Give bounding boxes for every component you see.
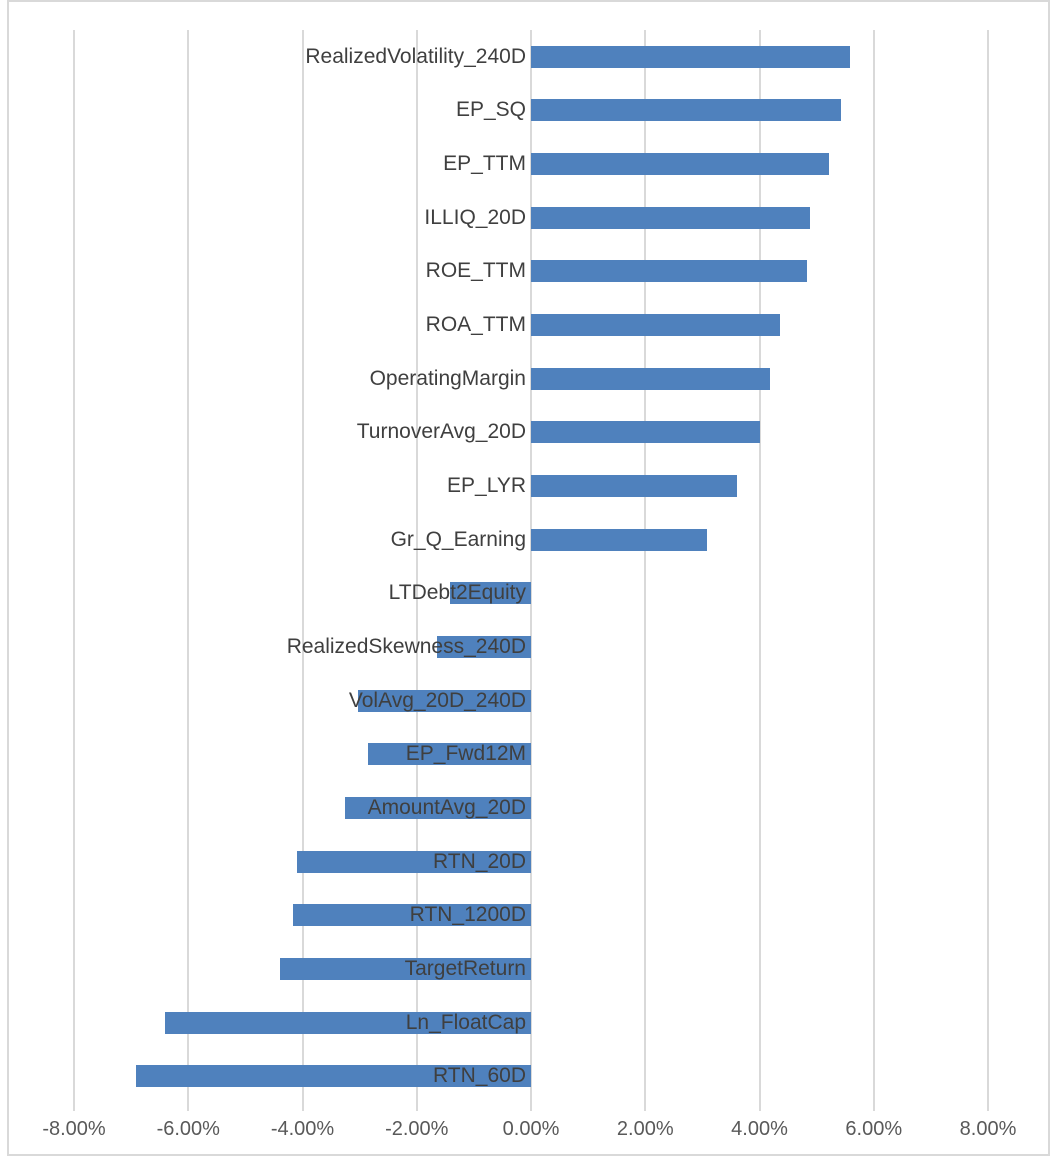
bar-Ln_FloatCap — [165, 1011, 531, 1034]
x-axis-tick-label: 0.00% — [502, 1118, 560, 1140]
axis-tick — [758, 1103, 761, 1111]
category-label-RealizedVolatility_240D: RealizedVolatility_240D — [305, 44, 526, 68]
axis-tick — [872, 1103, 875, 1111]
bar-ROA_TTM — [531, 314, 781, 337]
bar-EP_Fwd12M — [367, 743, 531, 766]
category-label-RTN_1200D: RTN_1200D — [409, 903, 526, 927]
bar-EP_LYR — [531, 475, 737, 498]
category-label-ILLIQ_20D: ILLIQ_20D — [424, 205, 526, 229]
bar-EP_TTM — [531, 153, 830, 176]
axis-tick — [73, 1103, 75, 1111]
bar-Gr_Q_Earning — [531, 528, 707, 551]
category-label-TargetReturn: TargetReturn — [404, 956, 526, 980]
gridline — [758, 30, 761, 1103]
category-label-LTDebt2Equity: LTDebt2Equity — [388, 581, 526, 605]
gridline — [530, 30, 532, 1103]
axis-tick — [530, 1103, 532, 1111]
category-label-RTN_20D: RTN_20D — [433, 849, 526, 873]
gridline — [872, 30, 875, 1103]
category-label-EP_TTM: EP_TTM — [443, 152, 526, 176]
x-axis-tick-label: -6.00% — [156, 1118, 220, 1140]
bar-LTDebt2Equity — [449, 582, 531, 605]
gridline — [415, 30, 418, 1103]
bar-RTN_60D — [135, 1065, 531, 1088]
category-label-RealizedSkewness_240D: RealizedSkewness_240D — [286, 634, 526, 658]
gridline — [987, 30, 989, 1103]
x-axis-tick-label: 8.00% — [959, 1118, 1017, 1140]
axis-tick — [644, 1103, 647, 1111]
x-axis-tick-label: -4.00% — [270, 1118, 335, 1140]
gridline — [187, 30, 190, 1103]
bar-TargetReturn — [280, 957, 531, 980]
category-label-OperatingMargin: OperatingMargin — [369, 366, 526, 390]
axis-tick — [987, 1103, 989, 1111]
bar-OperatingMargin — [531, 367, 771, 390]
axis-tick — [187, 1103, 190, 1111]
category-label-ROA_TTM: ROA_TTM — [425, 313, 526, 337]
x-axis-tick-label: 6.00% — [845, 1118, 903, 1140]
gridline — [73, 30, 75, 1103]
x-axis-tick-label: -2.00% — [385, 1118, 449, 1140]
category-label-ROE_TTM: ROE_TTM — [425, 259, 526, 283]
bar-EP_SQ — [531, 99, 841, 122]
axis-tick — [301, 1103, 304, 1111]
bar-VolAvg_20D_240D — [358, 689, 531, 712]
bar-RealizedSkewness_240D — [436, 635, 531, 658]
category-label-AmountAvg_20D: AmountAvg_20D — [367, 795, 526, 819]
gridline — [644, 30, 647, 1103]
bar-RTN_20D — [296, 850, 531, 873]
category-label-Gr_Q_Earning: Gr_Q_Earning — [390, 527, 526, 551]
bar-TurnoverAvg_20D — [531, 421, 760, 444]
bar-RealizedVolatility_240D — [531, 45, 850, 68]
axis-tick — [415, 1103, 418, 1111]
x-axis-tick-label: 4.00% — [731, 1118, 788, 1140]
bar-ROE_TTM — [531, 260, 808, 283]
category-label-EP_Fwd12M: EP_Fwd12M — [405, 742, 526, 766]
bar-ILLIQ_20D — [531, 206, 810, 229]
category-label-EP_LYR: EP_LYR — [447, 474, 526, 498]
category-label-VolAvg_20D_240D: VolAvg_20D_240D — [348, 688, 526, 712]
bar-AmountAvg_20D — [345, 796, 531, 819]
category-label-EP_SQ: EP_SQ — [455, 98, 526, 122]
gridline — [301, 30, 304, 1103]
category-label-RTN_60D: RTN_60D — [433, 1064, 526, 1088]
category-label-Ln_FloatCap: Ln_FloatCap — [405, 1010, 526, 1034]
category-label-TurnoverAvg_20D: TurnoverAvg_20D — [356, 420, 526, 444]
x-axis-tick-label: -8.00% — [42, 1118, 106, 1140]
bar-RTN_1200D — [293, 904, 531, 927]
x-axis-tick-label: 2.00% — [616, 1118, 674, 1140]
